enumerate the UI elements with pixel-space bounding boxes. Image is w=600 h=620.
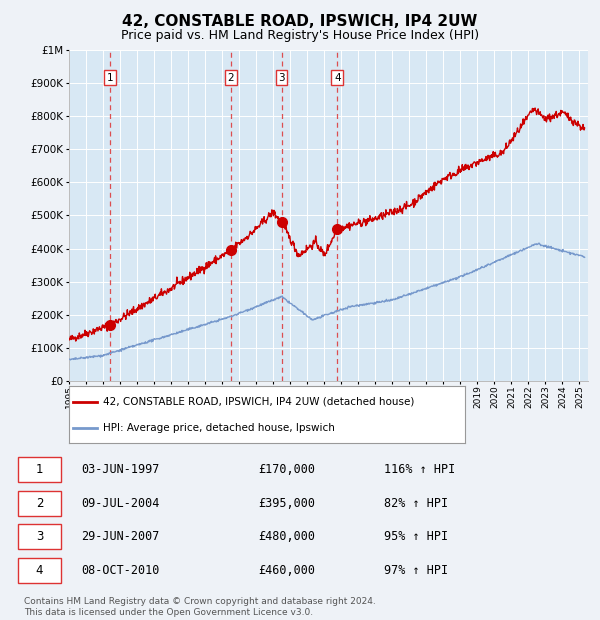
Text: £480,000: £480,000 [258,530,315,543]
Text: £170,000: £170,000 [258,463,315,476]
Text: 3: 3 [278,73,285,83]
Text: £395,000: £395,000 [258,497,315,510]
Text: 2: 2 [36,497,43,510]
Text: 2: 2 [227,73,235,83]
Text: 42, CONSTABLE ROAD, IPSWICH, IP4 2UW (detached house): 42, CONSTABLE ROAD, IPSWICH, IP4 2UW (de… [103,397,414,407]
FancyBboxPatch shape [18,491,61,516]
Text: 3: 3 [36,530,43,543]
Text: 29-JUN-2007: 29-JUN-2007 [81,530,160,543]
Text: HPI: Average price, detached house, Ipswich: HPI: Average price, detached house, Ipsw… [103,423,335,433]
FancyBboxPatch shape [18,558,61,583]
Text: 4: 4 [334,73,341,83]
Text: 03-JUN-1997: 03-JUN-1997 [81,463,160,476]
Text: 95% ↑ HPI: 95% ↑ HPI [384,530,448,543]
FancyBboxPatch shape [18,458,61,482]
Text: 42, CONSTABLE ROAD, IPSWICH, IP4 2UW: 42, CONSTABLE ROAD, IPSWICH, IP4 2UW [122,14,478,29]
Text: 116% ↑ HPI: 116% ↑ HPI [384,463,455,476]
Text: 82% ↑ HPI: 82% ↑ HPI [384,497,448,510]
Text: 08-OCT-2010: 08-OCT-2010 [81,564,160,577]
Text: 1: 1 [36,463,43,476]
Text: Contains HM Land Registry data © Crown copyright and database right 2024.
This d: Contains HM Land Registry data © Crown c… [24,598,376,617]
Text: Price paid vs. HM Land Registry's House Price Index (HPI): Price paid vs. HM Land Registry's House … [121,30,479,42]
FancyBboxPatch shape [18,525,61,549]
Text: 1: 1 [107,73,113,83]
Text: £460,000: £460,000 [258,564,315,577]
Text: 09-JUL-2004: 09-JUL-2004 [81,497,160,510]
Text: 4: 4 [36,564,43,577]
Text: 97% ↑ HPI: 97% ↑ HPI [384,564,448,577]
